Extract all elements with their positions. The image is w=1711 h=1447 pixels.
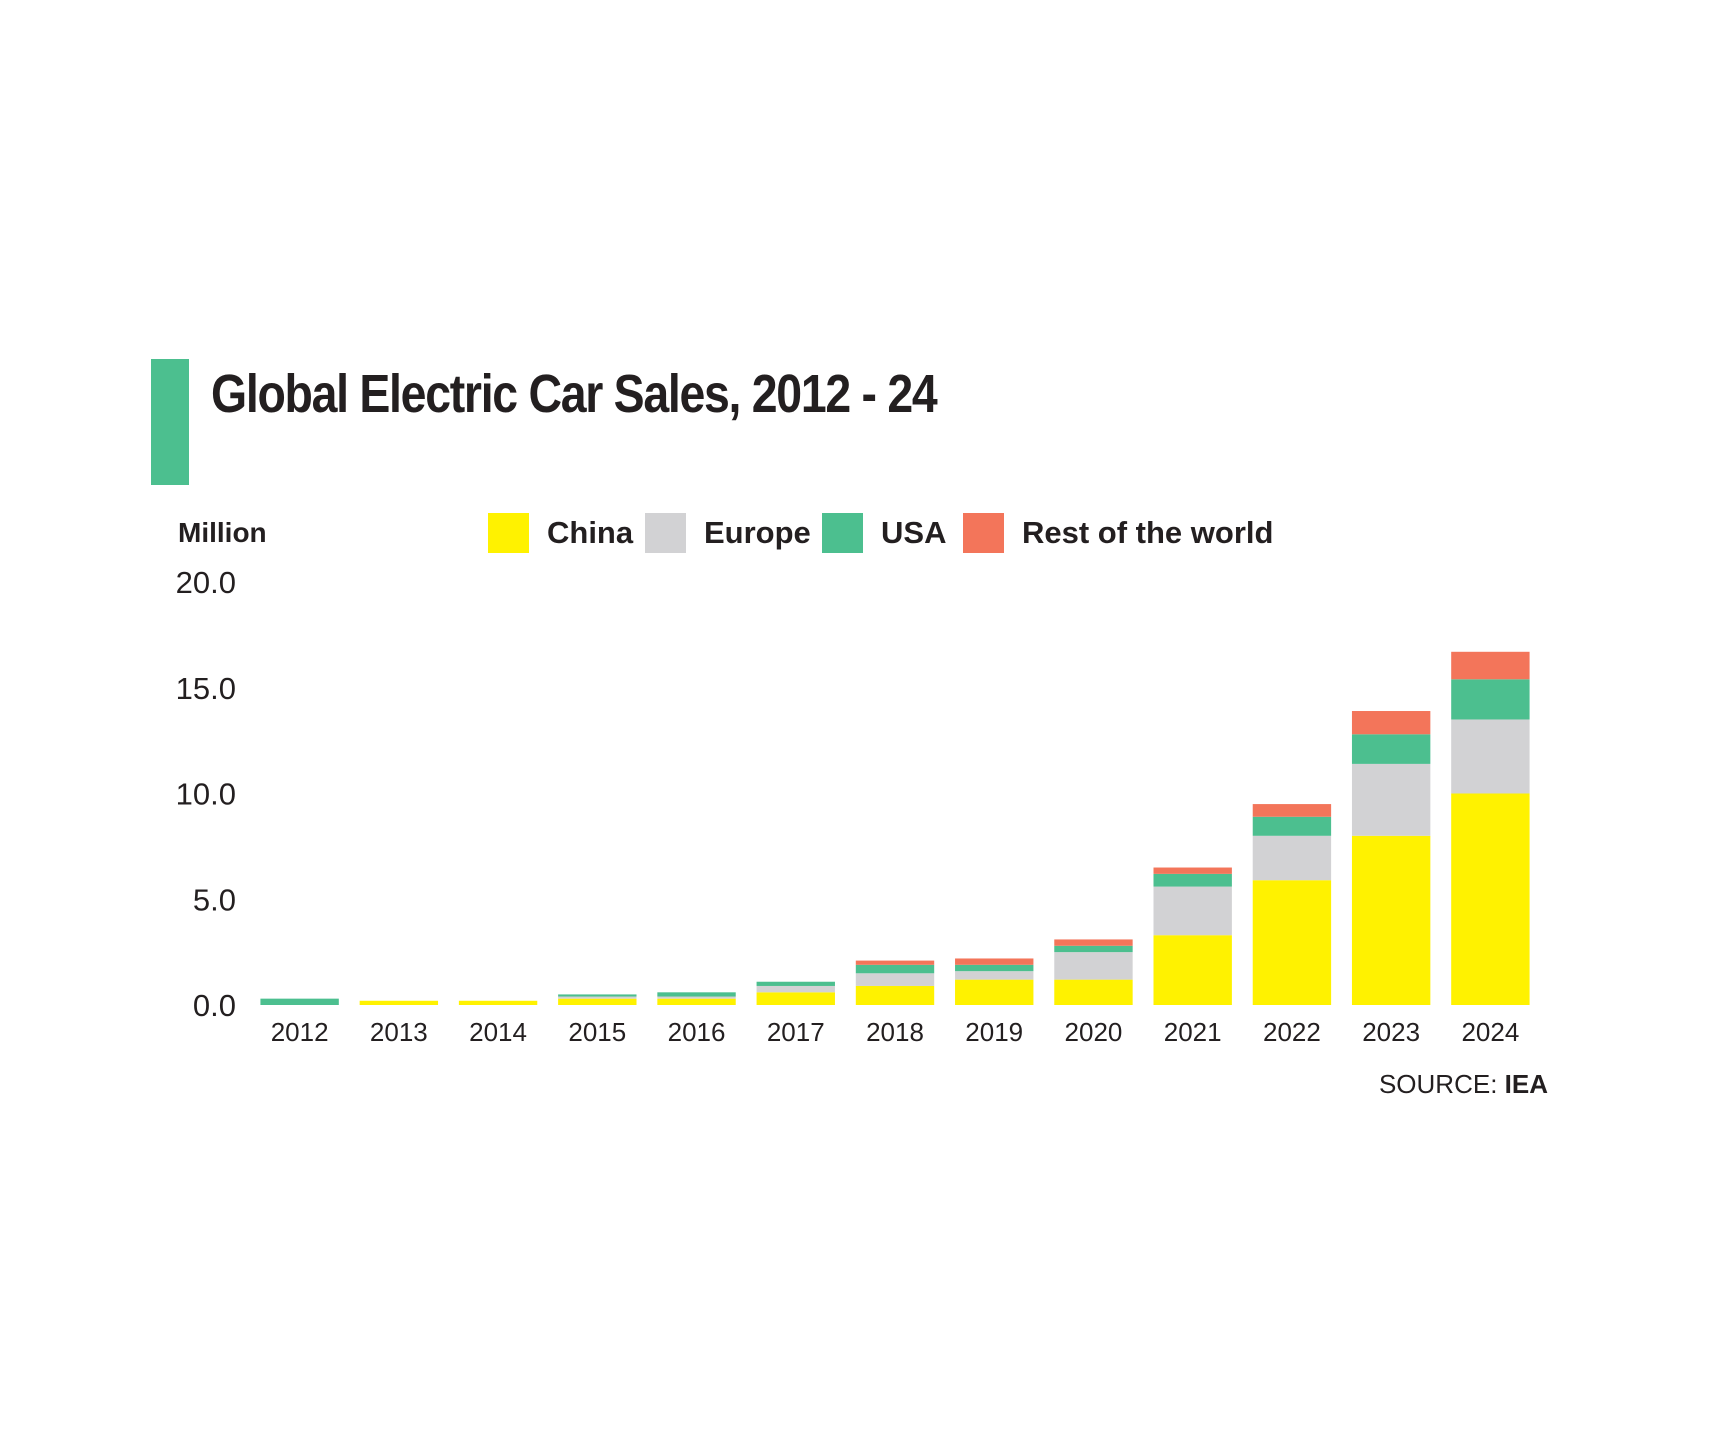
bar-usa-2019 (955, 964, 1034, 972)
source-label: SOURCE: (1379, 1069, 1497, 1099)
chart-title: Global Electric Car Sales, 2012 - 24 (211, 364, 938, 424)
x-tick-label: 2013 (370, 1017, 428, 1047)
bar-rest-of-the-world-2024 (1451, 651, 1530, 680)
bar-china-2023 (1351, 835, 1431, 1005)
y-axis-unit-label: Million (178, 517, 267, 548)
bar-rest-of-the-world-2018 (855, 960, 935, 965)
y-tick-label: 15.0 (176, 671, 236, 706)
bar-china-2018 (855, 985, 935, 1005)
y-tick-label: 0.0 (193, 988, 236, 1023)
bar-china-2020 (1054, 979, 1133, 1005)
x-tick-label: 2017 (767, 1017, 825, 1047)
legend-label: China (547, 515, 634, 550)
bar-china-2021 (1153, 935, 1232, 1005)
bar-rest-of-the-world-2020 (1054, 939, 1133, 946)
x-tick-label: 2019 (965, 1017, 1023, 1047)
bar-usa-2021 (1153, 873, 1232, 887)
y-tick-label: 20.0 (176, 565, 236, 600)
bar-usa-2017 (756, 981, 835, 986)
legend-item-china: China (488, 513, 634, 553)
y-tick-label: 10.0 (176, 777, 236, 812)
bar-rest-of-the-world-2023 (1351, 711, 1431, 735)
legend: China Europe USA Rest of the world (488, 513, 1273, 553)
bar-rest-of-the-world-2019 (955, 958, 1034, 965)
bar-stack-2020 (1054, 939, 1133, 1005)
y-axis-ticks: 0.0 5.0 10.0 15.0 20.0 (176, 565, 236, 1023)
bar-usa-2018 (855, 964, 935, 974)
x-tick-label: 2014 (469, 1017, 527, 1047)
bar-china-2022 (1252, 880, 1332, 1005)
bar-stack-2012 (260, 998, 339, 1005)
x-tick-label: 2024 (1461, 1017, 1519, 1047)
bar-europe-2016 (657, 996, 736, 999)
bar-china-2014 (458, 1000, 538, 1005)
legend-swatch (488, 513, 529, 553)
bar-usa-2020 (1054, 945, 1133, 953)
y-tick-label: 5.0 (193, 882, 236, 917)
bar-europe-2017 (756, 985, 835, 993)
bar-stack-2022 (1252, 804, 1332, 1005)
legend-item-rest-of-the-world: Rest of the world (963, 513, 1273, 553)
bar-china-2024 (1451, 793, 1530, 1005)
bar-stack-2024 (1451, 651, 1530, 1005)
bar-europe-2022 (1252, 835, 1332, 881)
x-tick-label: 2018 (866, 1017, 924, 1047)
bar-stack-2014 (458, 1000, 538, 1005)
bar-stack-2019 (955, 958, 1034, 1005)
bar-usa-2023 (1351, 734, 1431, 764)
bar-usa-2012 (260, 998, 339, 1005)
bar-stack-2016 (657, 992, 736, 1005)
bar-stack-2023 (1351, 711, 1431, 1005)
bar-europe-2020 (1054, 952, 1133, 980)
bar-china-2015 (558, 998, 637, 1005)
bar-europe-2021 (1153, 886, 1232, 936)
x-tick-label: 2016 (668, 1017, 726, 1047)
legend-item-usa: USA (822, 513, 946, 553)
x-axis-ticks: 2012 2013 2014 2015 2016 2017 2018 2019 2020 2021… (271, 1017, 1520, 1047)
bar-usa-2016 (657, 992, 736, 997)
bar-stack-2015 (558, 994, 637, 1005)
bar-rest-of-the-world-2021 (1153, 867, 1232, 874)
x-tick-label: 2020 (1065, 1017, 1123, 1047)
source-note: SOURCE: IEA (1379, 1069, 1548, 1099)
bar-europe-2018 (855, 973, 935, 986)
x-tick-label: 2021 (1164, 1017, 1222, 1047)
x-tick-label: 2012 (271, 1017, 329, 1047)
bar-stack-2013 (359, 1000, 439, 1005)
bar-europe-2023 (1351, 763, 1431, 836)
bar-rest-of-the-world-2022 (1252, 804, 1332, 817)
bar-europe-2024 (1451, 719, 1530, 794)
legend-swatch (822, 513, 863, 553)
bar-stack-2017 (756, 981, 835, 1005)
bar-usa-2015 (558, 994, 637, 997)
bars (260, 651, 1530, 1005)
title-accent-bar (151, 359, 189, 485)
bar-europe-2015 (558, 996, 637, 999)
bar-usa-2024 (1451, 679, 1530, 720)
x-tick-label: 2023 (1362, 1017, 1420, 1047)
bar-europe-2019 (955, 971, 1034, 980)
legend-label: Europe (704, 515, 811, 550)
bar-china-2016 (657, 998, 736, 1005)
bar-stack-2021 (1153, 867, 1232, 1005)
bar-usa-2022 (1252, 816, 1332, 836)
x-tick-label: 2015 (568, 1017, 626, 1047)
legend-swatch (645, 513, 686, 553)
legend-item-europe: Europe (645, 513, 811, 553)
source-value: IEA (1505, 1069, 1549, 1099)
legend-swatch (963, 513, 1004, 553)
legend-label: Rest of the world (1022, 515, 1273, 550)
bar-china-2013 (359, 1000, 439, 1005)
legend-label: USA (881, 515, 946, 550)
bar-china-2019 (955, 979, 1034, 1005)
bar-china-2017 (756, 992, 835, 1005)
bar-stack-2018 (855, 960, 935, 1005)
x-tick-label: 2022 (1263, 1017, 1321, 1047)
